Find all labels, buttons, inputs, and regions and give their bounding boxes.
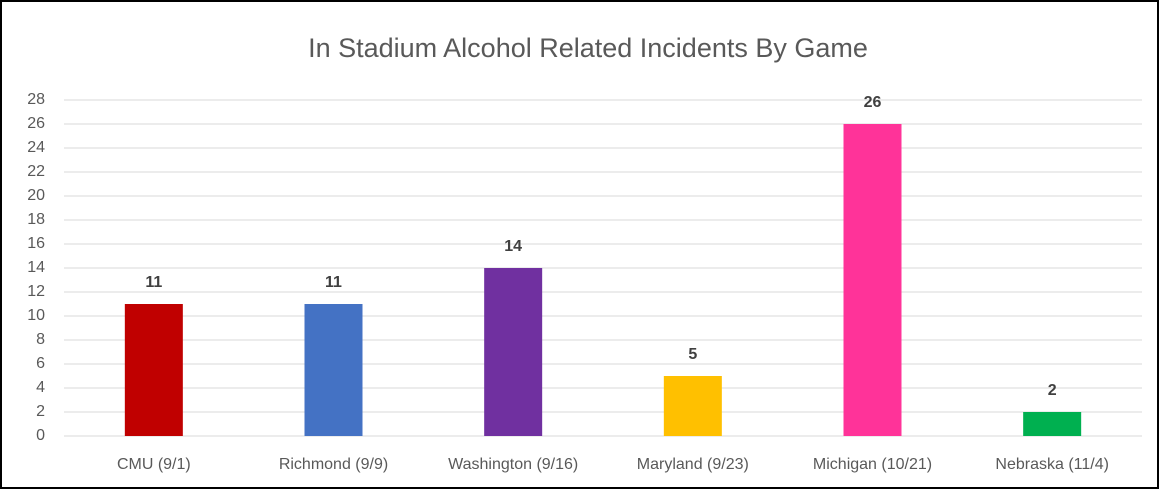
x-tick-label: Washington (9/16) [448, 456, 578, 473]
value-label: 14 [504, 238, 522, 255]
y-tick-label: 12 [27, 283, 45, 300]
bar [1023, 412, 1082, 436]
bar [304, 304, 363, 436]
y-tick-label: 16 [27, 235, 45, 252]
y-tick-label: 24 [27, 139, 45, 156]
bar [124, 304, 183, 436]
y-tick-label: 10 [27, 307, 45, 324]
x-tick-label: Nebraska (11/4) [995, 456, 1109, 473]
y-tick-label: 8 [36, 331, 45, 348]
x-tick-label: CMU (9/1) [117, 456, 191, 473]
x-tick-label: Richmond (9/9) [279, 456, 388, 473]
x-tick-label: Maryland (9/23) [637, 456, 749, 473]
y-tick-label: 28 [27, 91, 45, 108]
y-tick-label: 0 [36, 427, 45, 444]
value-label: 11 [145, 274, 162, 291]
bar [843, 124, 902, 436]
bar [484, 268, 543, 436]
y-tick-label: 4 [36, 379, 45, 396]
y-tick-label: 18 [27, 211, 45, 228]
y-tick-label: 22 [27, 163, 45, 180]
y-tick-label: 26 [27, 115, 45, 132]
value-label: 2 [1048, 382, 1057, 399]
value-label: 26 [864, 94, 882, 111]
y-tick-label: 14 [27, 259, 45, 276]
y-tick-label: 20 [27, 187, 45, 204]
value-label: 11 [325, 274, 342, 291]
bar [663, 376, 722, 436]
x-tick-label: Michigan (10/21) [813, 456, 932, 473]
value-label: 5 [688, 346, 697, 363]
y-tick-label: 6 [36, 355, 45, 372]
chart-title: In Stadium Alcohol Related Incidents By … [308, 33, 868, 63]
y-tick-label: 2 [36, 403, 45, 420]
